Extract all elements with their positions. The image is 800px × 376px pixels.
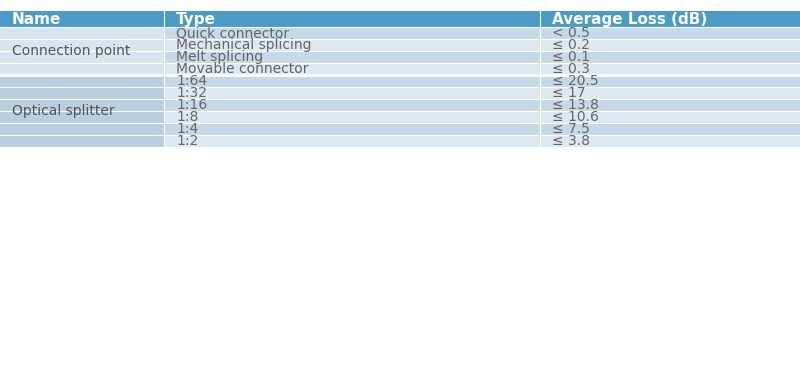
Bar xyxy=(164,123,540,135)
Bar xyxy=(164,11,540,27)
Bar xyxy=(540,75,800,87)
Bar xyxy=(164,51,540,63)
Bar xyxy=(540,135,800,147)
Bar xyxy=(164,111,540,123)
Text: Melt splicing: Melt splicing xyxy=(176,50,263,64)
Text: Type: Type xyxy=(176,12,216,27)
Text: 1:2: 1:2 xyxy=(176,134,198,149)
Text: < 0.5: < 0.5 xyxy=(552,26,590,40)
Text: ≤ 17: ≤ 17 xyxy=(552,86,586,100)
Bar xyxy=(164,75,540,87)
Text: ≤ 10.6: ≤ 10.6 xyxy=(552,110,599,124)
Text: Mechanical splicing: Mechanical splicing xyxy=(176,38,311,52)
Bar xyxy=(540,63,800,75)
Bar xyxy=(540,87,800,99)
Text: 1:8: 1:8 xyxy=(176,110,198,124)
Bar xyxy=(164,99,540,111)
Text: 1:64: 1:64 xyxy=(176,74,207,88)
Bar xyxy=(0,11,164,27)
Text: Average Loss (dB): Average Loss (dB) xyxy=(552,12,707,27)
Bar xyxy=(540,51,800,63)
Text: Name: Name xyxy=(12,12,62,27)
Bar xyxy=(540,99,800,111)
Text: ≤ 0.1: ≤ 0.1 xyxy=(552,50,590,64)
Text: ≤ 13.8: ≤ 13.8 xyxy=(552,98,599,112)
Text: ≤ 20.5: ≤ 20.5 xyxy=(552,74,598,88)
Bar xyxy=(164,39,540,51)
Text: 1:4: 1:4 xyxy=(176,122,198,136)
Bar xyxy=(540,39,800,51)
Bar xyxy=(0,75,164,147)
Text: 1:32: 1:32 xyxy=(176,86,207,100)
Text: ≤ 3.8: ≤ 3.8 xyxy=(552,134,590,149)
Text: Quick connector: Quick connector xyxy=(176,26,289,40)
Text: 1:16: 1:16 xyxy=(176,98,207,112)
Bar xyxy=(164,27,540,39)
Text: Connection point: Connection point xyxy=(12,44,130,58)
Bar xyxy=(540,11,800,27)
Text: ≤ 0.2: ≤ 0.2 xyxy=(552,38,590,52)
Text: Optical splitter: Optical splitter xyxy=(12,104,114,118)
Text: Movable connector: Movable connector xyxy=(176,62,309,76)
Bar xyxy=(540,111,800,123)
Bar xyxy=(540,123,800,135)
Bar xyxy=(164,87,540,99)
Text: ≤ 0.3: ≤ 0.3 xyxy=(552,62,590,76)
Bar xyxy=(164,135,540,147)
Bar xyxy=(0,27,164,75)
Text: ≤ 7.5: ≤ 7.5 xyxy=(552,122,590,136)
Bar xyxy=(540,27,800,39)
Bar xyxy=(164,63,540,75)
